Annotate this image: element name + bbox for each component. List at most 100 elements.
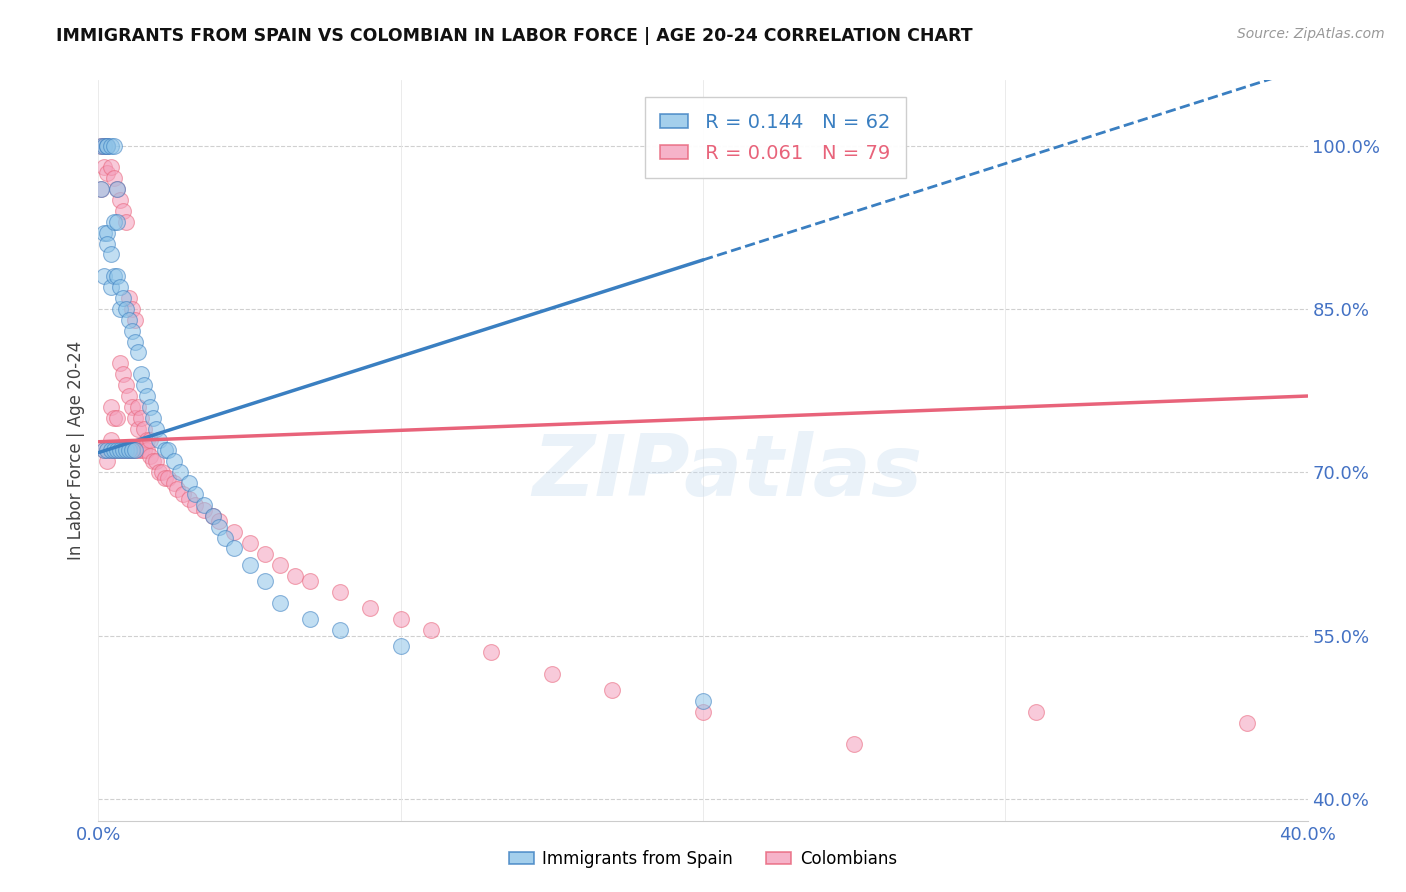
Point [163, 476, 186, 491]
Point [129, 443, 152, 458]
Point [602, 683, 624, 698]
Point [93, 269, 115, 284]
Point [90, 138, 112, 153]
Point [142, 454, 165, 468]
Point [103, 138, 125, 153]
Point [105, 443, 128, 458]
Point [105, 443, 128, 458]
Point [108, 356, 131, 370]
Point [184, 498, 207, 512]
Point [96, 138, 118, 153]
Point [269, 596, 291, 610]
Point [108, 443, 131, 458]
Point [193, 503, 215, 517]
Point [103, 215, 125, 229]
Point [93, 226, 115, 240]
Point [156, 443, 179, 458]
Point [103, 443, 125, 458]
Point [139, 433, 162, 447]
Text: ZIPatlas: ZIPatlas [531, 431, 922, 514]
Point [239, 536, 262, 550]
Point [96, 138, 118, 153]
Point [111, 443, 134, 458]
Point [96, 454, 118, 468]
Point [103, 443, 125, 458]
Point [132, 422, 155, 436]
Point [166, 482, 188, 496]
Point [202, 508, 225, 523]
Point [129, 410, 152, 425]
Point [692, 694, 714, 708]
Point [100, 280, 122, 294]
Point [127, 422, 149, 436]
Point [184, 487, 207, 501]
Point [118, 313, 141, 327]
Point [103, 410, 125, 425]
Point [389, 640, 412, 654]
Point [540, 666, 562, 681]
Point [96, 226, 118, 240]
Point [284, 568, 307, 582]
Point [153, 471, 176, 485]
Legend: Immigrants from Spain, Colombians: Immigrants from Spain, Colombians [502, 844, 904, 875]
Point [105, 182, 128, 196]
Point [90, 138, 112, 153]
Point [329, 623, 352, 637]
Point [108, 443, 131, 458]
Point [111, 203, 134, 218]
Point [111, 443, 134, 458]
Point [124, 410, 146, 425]
Point [202, 508, 225, 523]
Point [100, 161, 122, 175]
Point [121, 324, 143, 338]
Point [145, 454, 167, 468]
Point [239, 558, 262, 572]
Y-axis label: In Labor Force | Age 20-24: In Labor Force | Age 20-24 [66, 341, 84, 560]
Point [135, 443, 157, 458]
Point [114, 215, 136, 229]
Point [114, 301, 136, 316]
Point [135, 433, 157, 447]
Point [329, 585, 352, 599]
Point [118, 389, 141, 403]
Point [96, 166, 118, 180]
Point [108, 193, 131, 207]
Point [1236, 715, 1258, 730]
Point [105, 269, 128, 284]
Point [299, 612, 322, 626]
Point [145, 422, 167, 436]
Point [193, 498, 215, 512]
Point [108, 301, 131, 316]
Legend:  R = 0.144   N = 62,  R = 0.061   N = 79: R = 0.144 N = 62, R = 0.061 N = 79 [645, 97, 907, 178]
Point [253, 574, 276, 588]
Point [105, 182, 128, 196]
Point [118, 443, 141, 458]
Point [124, 443, 146, 458]
Point [129, 368, 152, 382]
Point [156, 471, 179, 485]
Point [844, 738, 866, 752]
Point [103, 171, 125, 186]
Point [118, 443, 141, 458]
Point [481, 645, 503, 659]
Point [127, 345, 149, 359]
Point [103, 269, 125, 284]
Point [172, 487, 194, 501]
Point [96, 138, 118, 153]
Point [124, 313, 146, 327]
Point [96, 443, 118, 458]
Point [127, 400, 149, 414]
Point [269, 558, 291, 572]
Point [114, 443, 136, 458]
Point [114, 378, 136, 392]
Point [360, 601, 382, 615]
Point [96, 236, 118, 251]
Point [93, 138, 115, 153]
Point [124, 443, 146, 458]
Point [132, 378, 155, 392]
Point [214, 531, 236, 545]
Point [124, 334, 146, 349]
Point [108, 280, 131, 294]
Point [253, 547, 276, 561]
Point [142, 410, 165, 425]
